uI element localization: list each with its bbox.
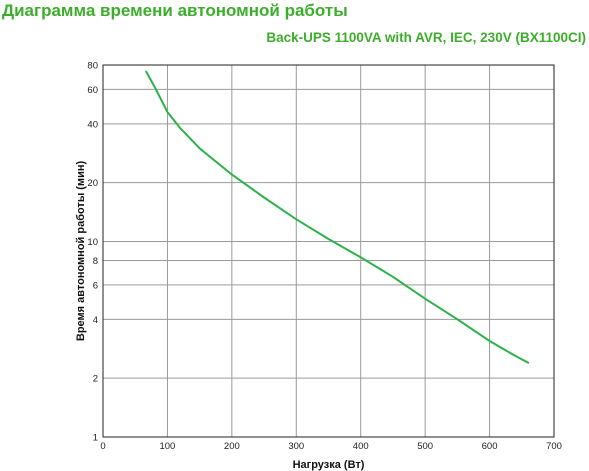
x-axis-title: Нагрузка (Вт) [293,459,365,471]
y-tick-label: 1 [93,433,98,444]
x-tick-label: 100 [159,441,175,452]
y-tick-label: 40 [87,119,98,130]
y-tick-label: 2 [93,374,98,385]
tick-labels: 0 100 200 300 400 500 600 700 1 2 4 6 8 10 20 40 60 80 [87,61,562,453]
y-tick-label: 6 [93,280,98,291]
y-tick-label: 4 [93,315,98,326]
x-tick-label: 700 [546,441,562,452]
page-title: Диаграмма времени автономной работы [2,1,348,20]
y-tick-label: 20 [87,178,98,189]
x-tick-label: 300 [288,441,304,452]
y-tick-label: 8 [93,256,98,267]
x-tick-label: 500 [417,441,433,452]
series-layer [145,70,530,364]
x-tick-label: 0 [100,441,105,452]
x-tick-label: 200 [224,441,240,452]
y-tick-label: 60 [87,85,98,96]
x-tick-label: 400 [353,441,369,452]
chart-subtitle: Back-UPS 1100VA with AVR, IEC, 230V (BX1… [266,30,586,45]
y-tick-label: 10 [87,237,98,248]
grid [103,65,554,437]
y-tick-label: 80 [87,61,98,72]
y-axis-title: Время автономной работы (мин) [75,161,87,342]
x-tick-label: 600 [482,441,498,452]
runtime-series-line [145,70,530,364]
plot-area [102,64,555,438]
